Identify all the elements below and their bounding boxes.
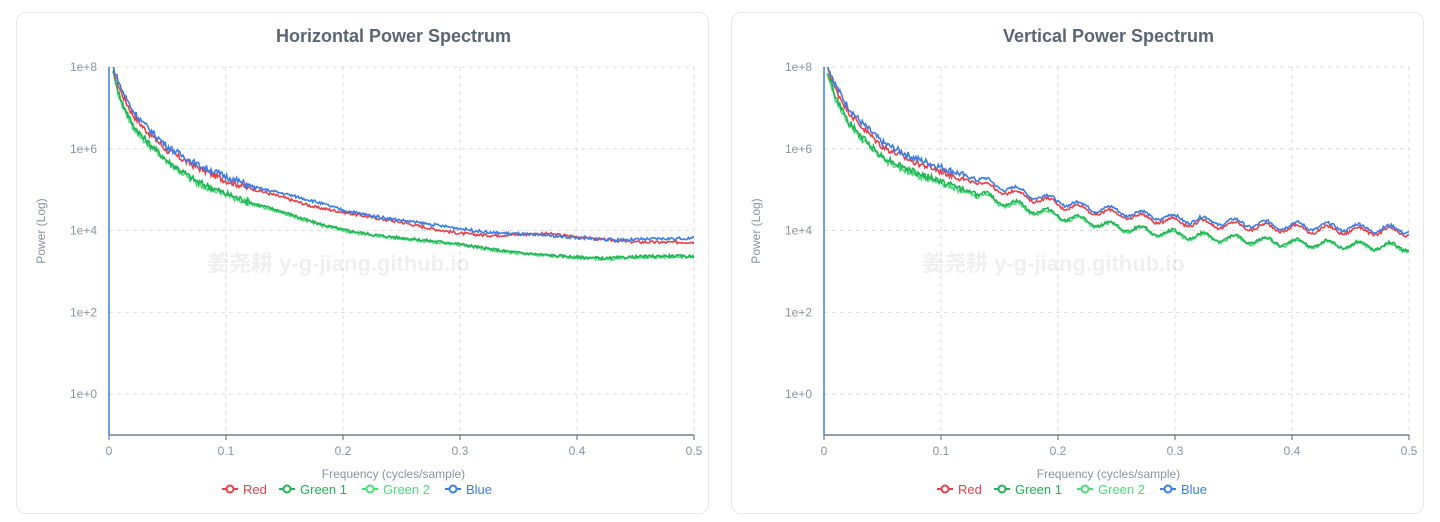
- vertical-spectrum-panel: Vertical Power Spectrum 1e+0 1e+2 1e+4 1e+6 1…: [731, 12, 1424, 514]
- legend-marker: [448, 484, 458, 494]
- x-tick-label: 0.3: [452, 444, 469, 458]
- legend-item-green-1[interactable]: Green 1: [994, 482, 1062, 497]
- y-axis-label: Power (Log): [34, 198, 48, 263]
- legend-item-red[interactable]: Red: [222, 482, 267, 497]
- legend-item-blue[interactable]: Blue: [1160, 482, 1207, 497]
- horizontal-spectrum-chart: Horizontal Power Spectrum 1e+0 1e+2 1e+4 1e+…: [34, 26, 703, 497]
- x-tick-label: 0: [106, 444, 113, 458]
- legend-label: Green 1: [1015, 482, 1062, 497]
- y-tick-label: 1e+4: [70, 224, 97, 238]
- legend-label: Green 2: [1098, 482, 1145, 497]
- x-tick-label: 0.5: [1401, 444, 1418, 458]
- watermark-text: 姜尧耕 y-g-jiang.github.io: [922, 251, 1185, 276]
- x-tick-label: 0.2: [335, 444, 352, 458]
- y-axis-label: Power (Log): [749, 198, 763, 263]
- x-tick-label: 0.3: [1167, 444, 1184, 458]
- legend-marker: [1163, 484, 1173, 494]
- legend-marker: [282, 484, 292, 494]
- legend-label: Red: [958, 482, 982, 497]
- y-tick-label: 1e+0: [785, 387, 812, 401]
- chart-title: Horizontal Power Spectrum: [276, 26, 511, 46]
- legend-marker: [1080, 484, 1090, 494]
- horizontal-spectrum-panel: Horizontal Power Spectrum 1e+0 1e+2 1e+4 1e+…: [16, 12, 709, 514]
- series-line-green-1: [826, 73, 1409, 253]
- x-tick-label: 0.4: [1284, 444, 1301, 458]
- y-tick-label: 1e+8: [70, 60, 97, 74]
- series-line-blue: [112, 67, 694, 243]
- legend-label: Blue: [1181, 482, 1207, 497]
- y-tick-label: 1e+0: [70, 387, 97, 401]
- vertical-spectrum-chart: Vertical Power Spectrum 1e+0 1e+2 1e+4 1e+6 1…: [749, 26, 1418, 497]
- chart-title: Vertical Power Spectrum: [1003, 26, 1214, 46]
- series-line-red: [112, 67, 694, 245]
- series-line-blue: [827, 67, 1409, 235]
- x-tick-label: 0.5: [686, 444, 703, 458]
- x-axis-label: Frequency (cycles/sample): [1037, 467, 1180, 481]
- y-tick-label: 1e+2: [70, 305, 97, 319]
- y-tick-label: 1e+6: [785, 142, 812, 156]
- x-tick-label: 0.2: [1050, 444, 1067, 458]
- legend-item-red[interactable]: Red: [937, 482, 982, 497]
- legend-label: Blue: [466, 482, 492, 497]
- legend-label: Green 1: [300, 482, 347, 497]
- x-axis-label: Frequency (cycles/sample): [322, 467, 465, 481]
- legend-item-green-1[interactable]: Green 1: [279, 482, 347, 497]
- legend-label: Green 2: [383, 482, 430, 497]
- x-tick-label: 0: [821, 444, 828, 458]
- series-line-green-1: [112, 70, 694, 262]
- y-tick-label: 1e+4: [785, 224, 812, 238]
- x-tick-label: 0.1: [218, 444, 235, 458]
- legend-marker: [940, 484, 950, 494]
- legend-item-green-2[interactable]: Green 2: [362, 482, 430, 497]
- y-tick-label: 1e+8: [785, 60, 812, 74]
- y-tick-label: 1e+2: [785, 305, 812, 319]
- x-tick-label: 0.1: [933, 444, 950, 458]
- legend-item-blue[interactable]: Blue: [445, 482, 492, 497]
- legend-marker: [225, 484, 235, 494]
- x-tick-label: 0.4: [569, 444, 586, 458]
- watermark-text: 姜尧耕 y-g-jiang.github.io: [207, 251, 470, 276]
- legend-item-green-2[interactable]: Green 2: [1077, 482, 1145, 497]
- legend-marker: [365, 484, 375, 494]
- y-tick-label: 1e+6: [70, 142, 97, 156]
- legend-marker: [997, 484, 1007, 494]
- legend-label: Red: [243, 482, 267, 497]
- series-line-red: [827, 67, 1409, 239]
